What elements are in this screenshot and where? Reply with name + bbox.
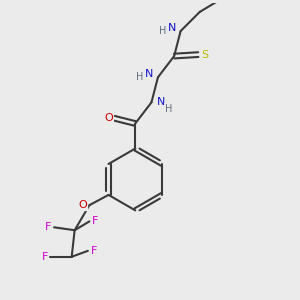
Text: N: N — [157, 97, 165, 107]
Text: O: O — [79, 200, 87, 210]
Text: N: N — [168, 22, 176, 32]
Text: F: F — [91, 246, 97, 256]
Text: N: N — [145, 69, 153, 79]
Text: H: H — [136, 72, 143, 82]
Text: F: F — [92, 216, 98, 226]
Text: F: F — [45, 222, 51, 232]
Text: O: O — [104, 113, 113, 123]
Text: H: H — [165, 104, 172, 114]
Text: S: S — [201, 50, 208, 60]
Text: H: H — [159, 26, 166, 36]
Text: F: F — [41, 252, 48, 262]
